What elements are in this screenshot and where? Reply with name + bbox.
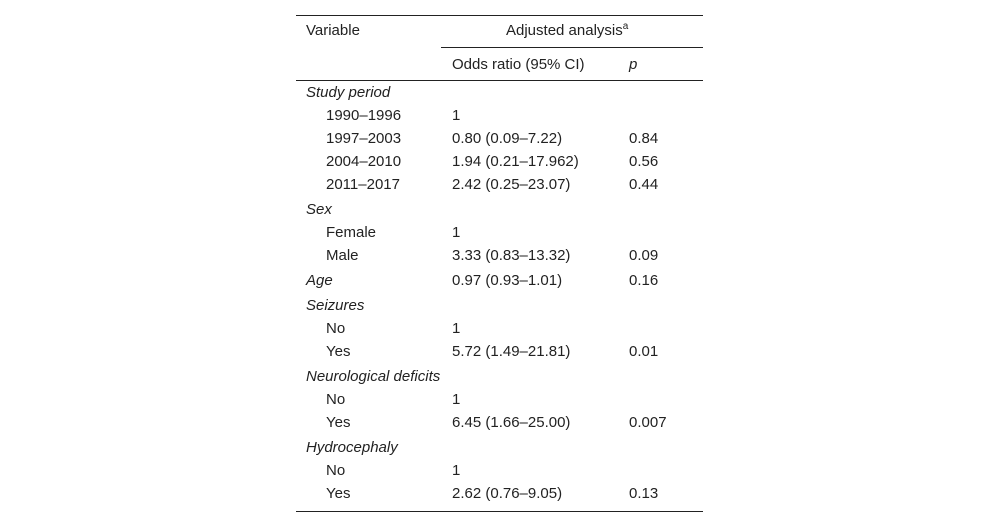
row-label: No <box>326 462 346 479</box>
top-rule <box>296 15 703 16</box>
group-label: Seizures <box>306 297 365 314</box>
row-label: 2004–2010 <box>326 153 402 170</box>
odds-ratio: 6.45 (1.66–25.00) <box>452 414 571 431</box>
p-value: 0.01 <box>629 343 659 360</box>
header-rule <box>441 47 703 48</box>
header-p: p <box>629 56 638 73</box>
row-label: Yes <box>326 343 351 360</box>
row-label: Yes <box>326 485 351 502</box>
row-label: 1990–1996 <box>326 107 402 124</box>
odds-ratio: 5.72 (1.49–21.81) <box>452 343 571 360</box>
odds-ratio: 0.80 (0.09–7.22) <box>452 130 563 147</box>
odds-ratio: 1 <box>452 391 461 408</box>
row-label: Yes <box>326 414 351 431</box>
header-bottom-rule <box>296 80 703 81</box>
odds-ratio: 2.62 (0.76–9.05) <box>452 485 563 502</box>
header-odds-ratio: Odds ratio (95% CI) <box>452 56 585 73</box>
header-variable: Variable <box>306 22 360 39</box>
odds-ratio: 3.33 (0.83–13.32) <box>452 247 571 264</box>
odds-ratio: 1 <box>452 224 461 241</box>
odds-ratio: 1 <box>452 462 461 479</box>
group-label: Sex <box>306 201 332 218</box>
odds-ratio: 2.42 (0.25–23.07) <box>452 176 571 193</box>
odds-ratio: 1 <box>452 107 461 124</box>
group-label: Hydrocephaly <box>306 439 398 456</box>
group-label: Neurological deficits <box>306 368 441 385</box>
p-value: 0.007 <box>629 414 667 431</box>
row-label: Female <box>326 224 377 241</box>
group-label: Study period <box>306 84 391 101</box>
group-label: Age <box>306 272 333 289</box>
odds-ratio: 1 <box>452 320 461 337</box>
p-value: 0.16 <box>629 272 659 289</box>
p-value: 0.84 <box>629 130 659 147</box>
p-value: 0.44 <box>629 176 659 193</box>
p-value: 0.09 <box>629 247 659 264</box>
p-value: 0.13 <box>629 485 659 502</box>
p-value: 0.56 <box>629 153 659 170</box>
bottom-rule <box>296 511 703 512</box>
footnote-mark: a <box>622 21 629 32</box>
row-label: 1997–2003 <box>326 130 402 147</box>
odds-ratio: 1.94 (0.21–17.962) <box>452 153 579 170</box>
odds-ratio: 0.97 (0.93–1.01) <box>452 272 563 289</box>
row-label: Male <box>326 247 359 264</box>
row-label: No <box>326 391 346 408</box>
row-label: No <box>326 320 346 337</box>
header-adjusted-text: Adjusted analysis <box>506 22 623 39</box>
header-adjusted: Adjusted analysisa <box>506 21 629 40</box>
row-label: 2011–2017 <box>326 176 400 193</box>
